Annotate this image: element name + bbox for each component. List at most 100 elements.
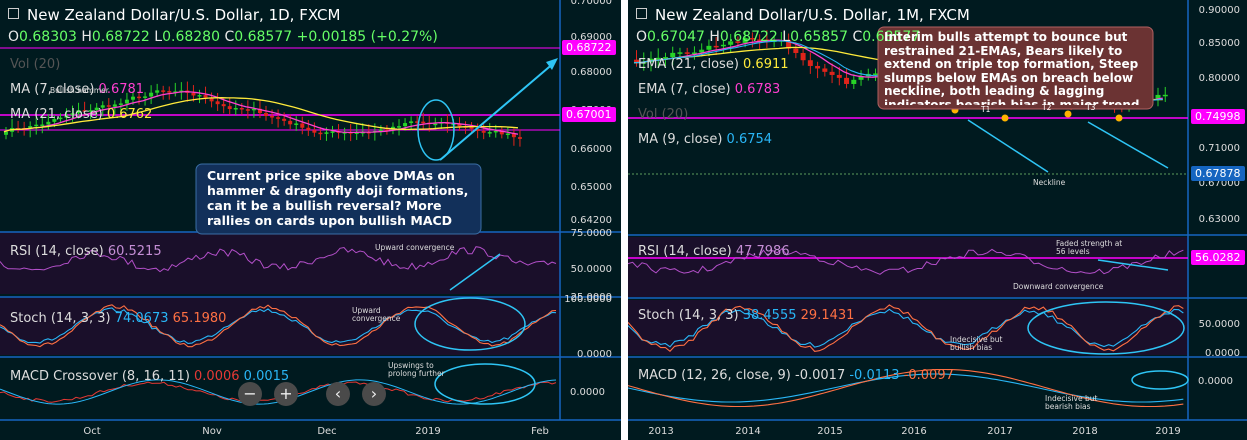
scroll-right-button[interactable]: › bbox=[362, 382, 386, 406]
daily-rsi-tick: 75.0000 bbox=[571, 228, 612, 239]
daily-price-tick: 0.70000 bbox=[571, 0, 612, 7]
daily-x-tick: Oct bbox=[83, 426, 100, 437]
monthly-x-tick: 2017 bbox=[987, 426, 1012, 437]
daily-candle bbox=[288, 120, 293, 125]
daily-candle bbox=[82, 110, 87, 112]
daily-vol-label: Vol (20) bbox=[10, 57, 61, 72]
monthly-candle bbox=[807, 60, 813, 66]
daily-candle bbox=[415, 121, 420, 123]
monthly-candle bbox=[691, 52, 697, 55]
triple-top-marker bbox=[1064, 110, 1072, 118]
monthly-stoch-note: Indecisive but bullish bias bbox=[950, 335, 1003, 352]
daily-rsi-pane bbox=[0, 232, 560, 294]
monthly-price-tick: 0.67000 bbox=[1199, 178, 1240, 189]
monthly-rsi-legend: RSI (14, close) 47.7986 bbox=[638, 244, 790, 259]
scroll-left-button[interactable]: ‹ bbox=[326, 382, 350, 406]
monthly-vol-label: Vol (20) bbox=[638, 107, 689, 122]
daily-chart-panel: 0.700000.690000.680000.670000.660000.650… bbox=[0, 0, 621, 440]
daily-candle bbox=[155, 90, 160, 93]
top-t1-label: T1 bbox=[981, 105, 991, 114]
daily-candle bbox=[457, 123, 462, 127]
daily-price-tick: 0.69000 bbox=[571, 32, 612, 43]
daily-candle bbox=[511, 133, 516, 138]
monthly-stoch-tick: 0.0000 bbox=[1205, 348, 1240, 359]
monthly-candle bbox=[1155, 94, 1161, 99]
daily-candle bbox=[499, 130, 504, 135]
monthly-ema7-legend: EMA (7, close) 0.6783 bbox=[638, 82, 781, 97]
monthly-macd-tick: 0.0000 bbox=[1198, 376, 1233, 387]
monthly-candle bbox=[728, 41, 734, 45]
daily-candle bbox=[46, 121, 51, 125]
daily-x-tick: Dec bbox=[317, 426, 336, 437]
daily-candle bbox=[88, 110, 93, 112]
monthly-candle bbox=[706, 45, 712, 50]
daily-candle bbox=[469, 126, 474, 129]
monthly-candle bbox=[677, 52, 683, 54]
monthly-candle bbox=[655, 57, 661, 60]
monthly-trend-arrow-2 bbox=[1087, 121, 1169, 169]
daily-candle bbox=[149, 92, 154, 97]
daily-stoch-legend: Stoch (14, 3, 3) 74.0673 65.1980 bbox=[10, 311, 227, 326]
monthly-candle bbox=[815, 65, 821, 69]
daily-macd-legend: MACD Crossover (8, 16, 11) 0.0006 0.0015 bbox=[10, 369, 290, 384]
top-t3-label: T3 bbox=[1086, 103, 1096, 112]
neckline-note: Neckline bbox=[1033, 178, 1066, 187]
daily-candle bbox=[433, 123, 438, 126]
daily-candle bbox=[64, 115, 69, 118]
daily-candle bbox=[487, 132, 492, 134]
monthly-candle bbox=[800, 52, 806, 61]
daily-price-tick: 0.68000 bbox=[571, 67, 612, 78]
monthly-candle bbox=[757, 39, 763, 41]
zoom-in-button[interactable]: + bbox=[274, 382, 298, 406]
monthly-price-tick: 0.63000 bbox=[1199, 214, 1240, 225]
daily-candle bbox=[161, 90, 166, 92]
monthly-analysis-callout: Interim bulls attempt to bounce but rest… bbox=[884, 31, 1140, 105]
daily-candle bbox=[276, 117, 281, 119]
monthly-x-tick: 2019 bbox=[1155, 426, 1180, 437]
daily-x-tick: 2019 bbox=[415, 426, 440, 437]
daily-candle bbox=[409, 121, 414, 124]
daily-ma7-legend: MA (7, close) 0.6781 bbox=[10, 82, 145, 97]
daily-candle bbox=[70, 113, 75, 116]
monthly-close-price-tag: 0.67878 bbox=[1191, 166, 1245, 181]
collapse-icon[interactable] bbox=[636, 8, 647, 19]
monthly-candle bbox=[793, 48, 799, 53]
monthly-macd-signal-line bbox=[628, 368, 1184, 408]
daily-trend-arrow bbox=[439, 61, 556, 161]
daily-candle bbox=[239, 107, 244, 110]
monthly-chart-canvas: 0.900000.850000.800000.750000.710000.670… bbox=[628, 0, 1247, 437]
daily-candle bbox=[282, 118, 287, 121]
monthly-x-tick: 2015 bbox=[817, 426, 842, 437]
daily-ma21-legend: MA (21, close) 0.6762 bbox=[10, 107, 153, 122]
daily-candle bbox=[505, 133, 510, 136]
daily-candle bbox=[245, 109, 250, 111]
daily-rsi-line bbox=[0, 246, 557, 273]
daily-candle bbox=[58, 117, 63, 120]
zoom-out-button[interactable]: − bbox=[238, 382, 262, 406]
monthly-price-tick: 0.90000 bbox=[1199, 5, 1240, 16]
daily-candle bbox=[233, 107, 238, 110]
monthly-candle bbox=[786, 40, 792, 49]
daily-chart-canvas: 0.700000.690000.680000.670000.660000.650… bbox=[0, 0, 621, 437]
monthly-rsi-note-2: Downward convergence bbox=[1013, 282, 1104, 291]
triple-top-marker bbox=[1001, 114, 1009, 122]
daily-level-price-tag: 0.67001 bbox=[562, 107, 616, 122]
collapse-icon[interactable] bbox=[8, 8, 19, 19]
daily-candle bbox=[318, 132, 323, 135]
triple-top-marker bbox=[1115, 114, 1123, 122]
monthly-trend-arrow bbox=[967, 119, 1049, 173]
monthly-macd-note: Indecisive but bearish bias bbox=[1045, 394, 1098, 411]
monthly-candle bbox=[1162, 94, 1168, 97]
daily-candle bbox=[106, 105, 111, 107]
daily-candle bbox=[221, 104, 226, 107]
monthly-ohlc-row: O0.67047 H0.68722 L0.65857 C0.68577 bbox=[636, 29, 921, 45]
daily-candle bbox=[34, 124, 39, 127]
daily-candle bbox=[342, 132, 347, 134]
daily-candle bbox=[118, 103, 123, 105]
monthly-chart-title: New Zealand Dollar/U.S. Dollar, 1M, FXCM bbox=[636, 6, 970, 24]
daily-candle bbox=[137, 96, 142, 99]
daily-candle bbox=[421, 121, 426, 124]
monthly-high-price-tag: 0.74998 bbox=[1191, 109, 1245, 124]
monthly-macd-ellipse bbox=[1131, 370, 1189, 390]
daily-price-tick: 0.66000 bbox=[571, 144, 612, 155]
